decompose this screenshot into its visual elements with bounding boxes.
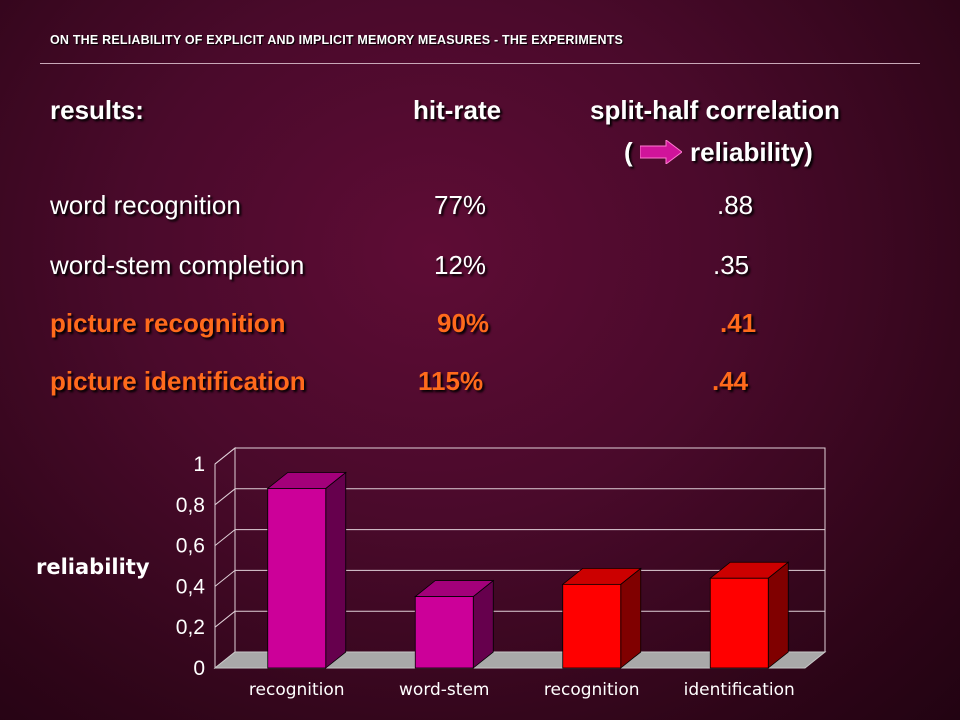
hit-rate-value: 12%	[434, 250, 487, 280]
measure-name: word-stem completion	[50, 250, 305, 280]
results-header-row: results: hit-rate split-half correlation	[0, 95, 960, 131]
table-row: word recognition 77% .88	[0, 190, 960, 226]
y-axis-label: reliability	[36, 555, 150, 579]
measure-name: picture identification	[50, 366, 306, 396]
header-divider	[40, 63, 920, 64]
bar-side	[767, 561, 789, 669]
hit-rate-value: 90%	[437, 308, 490, 338]
x-tick-label: recognition	[544, 680, 640, 700]
x-tick-label: identification	[684, 680, 795, 700]
table-row: word-stem completion 12% .35	[0, 250, 960, 286]
gridline-side	[214, 488, 236, 506]
chart-side-wall	[214, 446, 236, 670]
gridline-side	[214, 447, 236, 465]
hit-rate-column-header: hit-rate	[413, 95, 502, 125]
y-tick-label: 1	[193, 453, 205, 476]
reliability-subheader: reliability)	[690, 137, 813, 167]
split-half-column-header: split-half correlation	[590, 95, 840, 125]
bar-side	[620, 567, 642, 669]
table-row: picture recognition 90% .41	[0, 308, 960, 344]
measure-name: word recognition	[50, 190, 241, 220]
slide-header: ON THE RELIABILITY OF EXPLICIT AND IMPLI…	[50, 33, 624, 47]
hit-rate-value: 77%	[434, 190, 487, 220]
bar	[414, 596, 474, 669]
right-arrow-icon	[639, 139, 683, 165]
bar	[267, 488, 327, 669]
x-tick-label: word-stem	[399, 680, 489, 700]
measure-name: picture recognition	[50, 308, 286, 338]
gridline-side	[214, 570, 236, 587]
y-tick-label: 0,4	[176, 575, 206, 598]
x-tick-label: recognition	[249, 680, 345, 700]
subheader-open-paren: (	[624, 137, 633, 167]
bar-side	[325, 471, 347, 669]
reliability-subheader-row: ( reliability)	[0, 137, 960, 173]
y-tick-label: 0,8	[176, 494, 205, 517]
gridline-side	[214, 610, 236, 628]
reliability-value: .44	[712, 366, 749, 396]
y-tick-label: 0,2	[176, 616, 205, 639]
hit-rate-value: 115%	[418, 366, 484, 396]
bar	[562, 583, 622, 669]
results-label: results:	[50, 95, 144, 125]
reliability-value: .88	[717, 190, 754, 220]
table-row: picture identification 115% .44	[0, 366, 960, 402]
y-tick-label: 0,6	[176, 535, 205, 558]
y-tick-label: 0	[193, 657, 205, 680]
gridline-side	[214, 529, 236, 546]
bar	[709, 577, 769, 669]
reliability-value: .35	[713, 250, 750, 280]
reliability-value: .41	[720, 308, 757, 338]
